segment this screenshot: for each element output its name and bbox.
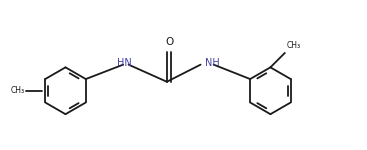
Text: CH₃: CH₃ (286, 41, 300, 50)
Text: HN: HN (117, 58, 131, 68)
Text: CH₃: CH₃ (11, 86, 25, 95)
Text: O: O (165, 37, 173, 47)
Text: NH: NH (205, 58, 219, 68)
